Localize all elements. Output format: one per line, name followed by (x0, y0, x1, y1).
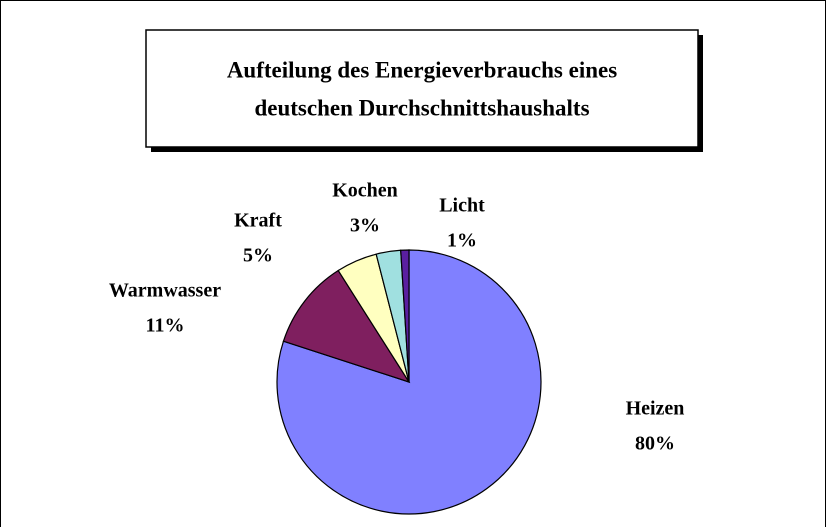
slice-label: Heizen (626, 398, 685, 420)
chart-title: Aufteilung des Energieverbrauchs eines (227, 57, 617, 82)
slice-label: Kraft (234, 210, 282, 232)
slice-value-label: 11% (146, 315, 185, 337)
slice-label: Licht (439, 195, 485, 217)
pie-slice (282, 269, 411, 384)
slice-value-label: 5% (243, 245, 273, 267)
slice-value-label: 80% (635, 433, 675, 455)
slice-value-label: 3% (350, 215, 380, 237)
pie-slice (400, 249, 410, 383)
slice-value-label: 1% (447, 230, 477, 252)
chart-title: deutschen Durchschnittshaushalts (254, 95, 589, 120)
title-box (145, 29, 699, 148)
slice-label: Kochen (332, 180, 398, 202)
slice-label: Warmwasser (109, 280, 221, 302)
